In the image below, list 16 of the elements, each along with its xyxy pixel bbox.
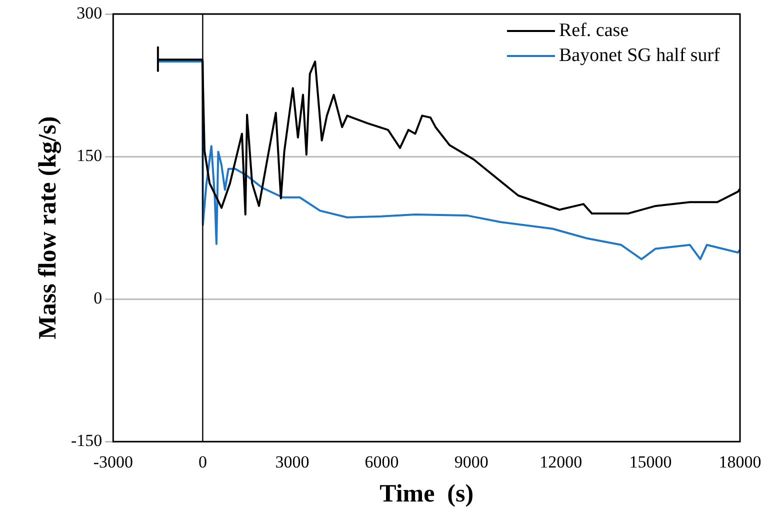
y-tick-label: -150 — [70, 431, 102, 450]
y-tick-label: 150 — [76, 146, 102, 165]
x-tick-label: 9000 — [454, 452, 488, 472]
x-axis-title: Time (s) — [380, 480, 474, 508]
x-tick-label: 3000 — [275, 452, 310, 472]
x-tick-label: 15000 — [629, 452, 672, 472]
y-axis-title: Mass flow rate (kg/s) — [34, 116, 62, 340]
x-tick-label: 0 — [198, 452, 207, 472]
legend-label: Bayonet SG half surf — [559, 44, 720, 68]
y-tick-label: 300 — [76, 3, 102, 22]
legend-label: Ref. case — [559, 19, 629, 43]
y-tick-label: 0 — [94, 288, 102, 308]
x-tick-label: 12000 — [540, 452, 582, 472]
x-tick-label: 18000 — [718, 452, 762, 472]
x-tick-label: 6000 — [364, 452, 399, 472]
x-tick-label: -3000 — [93, 452, 133, 472]
